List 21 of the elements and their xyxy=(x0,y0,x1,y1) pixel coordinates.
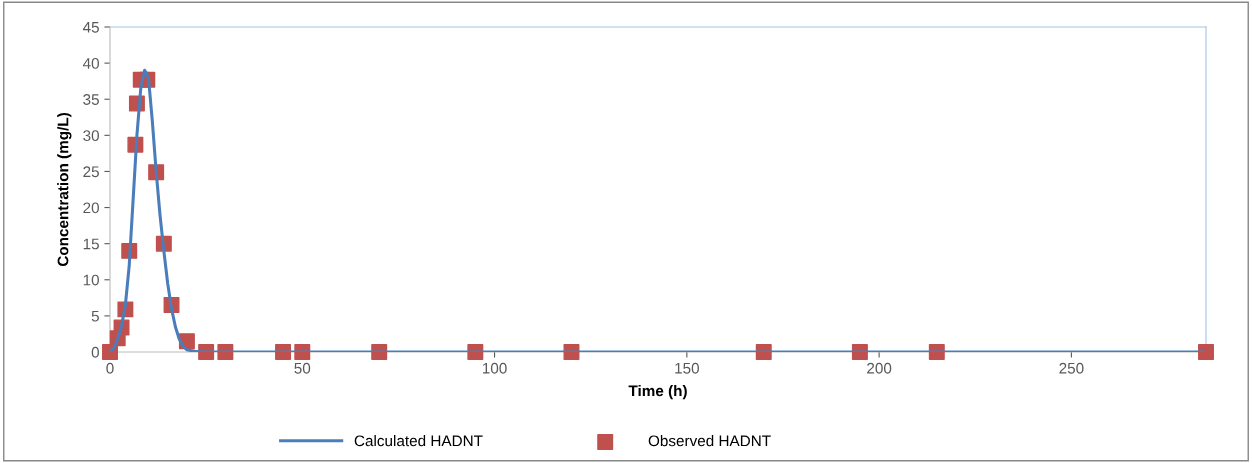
y-tick-label: 5 xyxy=(91,310,99,322)
y-tick-label: 35 xyxy=(83,94,99,105)
x-tick-label: 150 xyxy=(675,362,699,374)
y-tick-label: 20 xyxy=(83,202,99,214)
y-tick-label: 25 xyxy=(83,166,99,178)
y-tick-label: 40 xyxy=(82,57,99,69)
x-axis-title: Time (h) xyxy=(628,384,687,400)
y-tick-label: 45 xyxy=(82,22,99,33)
x-tick-label: 200 xyxy=(867,362,892,374)
x-tick-label: 50 xyxy=(294,362,311,374)
legend-label: Calculated HADNT xyxy=(354,435,483,447)
point xyxy=(1198,344,1214,360)
y-tick-label: 0 xyxy=(91,346,99,358)
y-tick-label: 10 xyxy=(83,274,99,286)
y-axis-title: Concentration (mg/L) xyxy=(57,113,72,267)
x-tick-label: 100 xyxy=(482,362,507,374)
y-tick-label: 30 xyxy=(83,130,99,142)
legend-label: Observed HADNT xyxy=(648,435,771,447)
x-tick-label: 0 xyxy=(106,362,114,374)
x-tick-label: 250 xyxy=(1059,362,1084,374)
y-tick-label: 15 xyxy=(83,238,99,250)
